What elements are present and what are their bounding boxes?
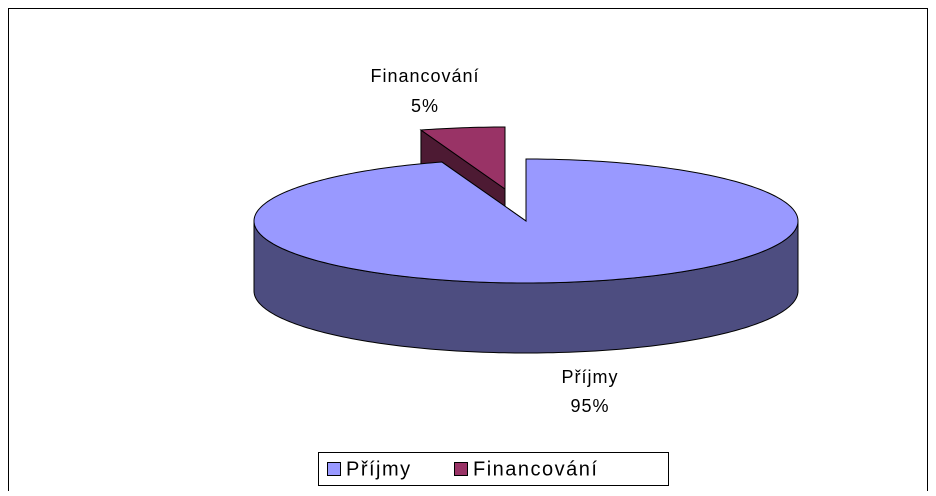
legend-label: Příjmy	[346, 458, 412, 480]
chart-frame	[8, 8, 928, 491]
legend-label: Financování	[473, 458, 598, 480]
pie	[253, 126, 799, 354]
slice-label: Příjmy	[562, 367, 619, 387]
slice-value-label: 95%	[570, 396, 609, 416]
legend-swatch	[454, 462, 468, 476]
slice-top	[419, 126, 506, 190]
legend-swatch	[327, 462, 341, 476]
slice-value-label: 5%	[411, 96, 439, 116]
legend: Příjmy Financování	[318, 452, 669, 486]
slice-top	[253, 158, 799, 284]
slice-label: Financování	[370, 66, 479, 86]
legend-frame	[318, 452, 669, 486]
